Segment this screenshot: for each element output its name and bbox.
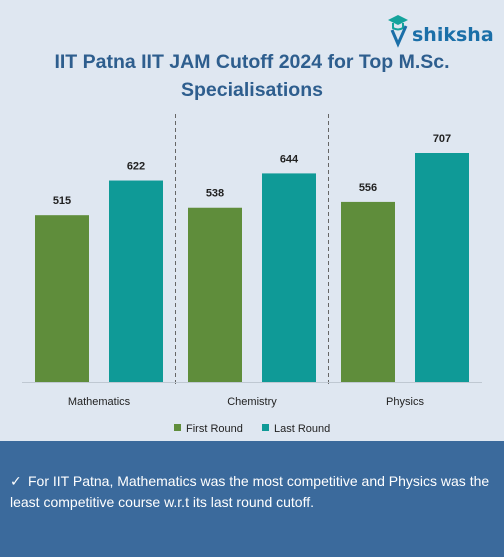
- legend-label: Last Round: [274, 423, 330, 435]
- bar-physics-first-round: [341, 201, 395, 382]
- bar-chemistry-last-round: [262, 173, 316, 382]
- data-label: 644: [280, 153, 299, 165]
- shiksha-logo: shiksha: [384, 10, 494, 50]
- bar-mathematics-first-round: [35, 215, 89, 382]
- insight-panel: ✓ For IIT Patna, Mathematics was the most…: [0, 441, 504, 557]
- bar-chemistry-first-round: [188, 207, 242, 382]
- brand-name: shiksha: [412, 24, 494, 46]
- bar-physics-last-round: [415, 153, 469, 382]
- insight-text: ✓ For IIT Patna, Mathematics was the most…: [10, 471, 500, 513]
- chart-title-line-2: Specialisations: [181, 79, 323, 101]
- bar-mathematics-last-round: [109, 180, 163, 382]
- data-label: 538: [206, 188, 224, 200]
- category-label: Mathematics: [68, 396, 131, 408]
- insight-note: For IIT Patna, Mathematics was the most …: [10, 473, 490, 510]
- category-label: Chemistry: [227, 396, 277, 408]
- checkmark-icon: ✓: [10, 473, 22, 489]
- data-label: 515: [53, 195, 71, 207]
- chart-title: IIT Patna IIT JAM Cutoff 2024 for Top M.…: [0, 48, 504, 104]
- graduation-cap-icon: [388, 15, 408, 48]
- data-label: 556: [359, 182, 377, 194]
- data-label: 707: [433, 133, 451, 145]
- legend-swatch: [262, 424, 269, 431]
- category-label: Physics: [386, 396, 424, 408]
- bar-chart: 515 622 Mathematics 538 644 Chemistry 556 707 Ph…: [22, 114, 482, 435]
- legend-label: First Round: [186, 423, 243, 435]
- legend-swatch: [174, 424, 181, 431]
- chart-title-line-1: IIT Patna IIT JAM Cutoff 2024 for Top M.…: [54, 51, 450, 73]
- data-label: 622: [127, 161, 145, 173]
